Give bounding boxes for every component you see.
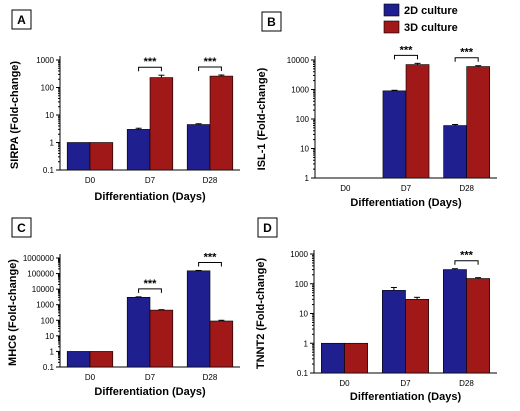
y-tick-label: 1: [305, 174, 310, 183]
y-tick-label: 10: [45, 111, 54, 120]
x-tick-label: D28: [203, 373, 218, 382]
bar-d28-2d: [443, 269, 467, 374]
panel-letter-box: [261, 11, 282, 32]
bar-d0-3d: [89, 142, 114, 171]
significance-bracket: [454, 260, 479, 265]
y-axis-label: SIRPA (Fold-change): [9, 61, 21, 170]
significance-bracket: [198, 261, 222, 267]
x-tick-label: D28: [459, 379, 474, 388]
y-tick-label: 1000: [291, 86, 309, 95]
panel-letter-box: [11, 217, 32, 238]
significance-label: ***: [204, 251, 218, 263]
panel-letter: D: [263, 221, 272, 235]
x-tick-label: D0: [85, 373, 96, 382]
panel-letter-box: [257, 217, 278, 238]
chart-panel-a: A 0.1 1 10 100 1000 D0 D7 *** D28 *** Differentiati…: [9, 9, 240, 203]
x-tick-label: D0: [339, 379, 350, 388]
y-tick-label: 100: [295, 280, 309, 289]
y-tick-label: 100: [296, 115, 310, 124]
legend-label-3d: 3D culture: [404, 22, 458, 34]
chart-panel-d: D 0.1 1 10 100 1000 D0 D7 D28 *** Differentiation …: [255, 217, 497, 403]
significance-label: ***: [204, 56, 218, 68]
bar-d7-2d: [382, 90, 407, 179]
y-tick-label: 1000: [290, 250, 308, 259]
x-tick-label: D7: [145, 176, 156, 185]
x-axis-label: Differentiation (Days): [350, 197, 462, 209]
bar-d28-2d: [186, 124, 211, 171]
bar-d0-2d: [66, 351, 91, 368]
bar-d28-3d: [466, 66, 491, 179]
y-tick-label: 10000: [32, 285, 55, 294]
chart-panels: A 0.1 1 10 100 1000 D0 D7 *** D28 *** Differentiati…: [7, 9, 497, 403]
panel-letter: A: [17, 13, 26, 27]
y-tick-label: 10: [300, 145, 309, 154]
y-tick-label: 0.1: [43, 363, 55, 372]
bar-d0-2d: [66, 142, 91, 171]
y-tick-label: 1: [304, 339, 309, 348]
bar-d0-3d: [344, 342, 368, 374]
significance-label: ***: [144, 56, 158, 68]
significance-label: ***: [144, 278, 158, 290]
bar-d0-2d: [321, 342, 345, 374]
significance-bracket: [138, 288, 162, 293]
y-axis-label: ISL-1 (Fold-change): [256, 67, 268, 170]
panel-letter: C: [17, 221, 26, 235]
significance-label: ***: [400, 44, 414, 56]
legend: 2D culture 3D culture: [383, 3, 458, 34]
y-tick-label: 10: [299, 310, 308, 319]
bar-d28-2d: [186, 270, 211, 368]
significance-label: ***: [460, 250, 474, 262]
y-tick-label: 10: [45, 332, 54, 341]
significance-bracket: [393, 54, 419, 60]
bar-d28-3d: [209, 75, 234, 171]
y-tick-label: 100000: [27, 270, 54, 279]
x-tick-label: D0: [340, 184, 351, 193]
y-tick-label: 1000000: [23, 254, 55, 263]
y-axis-label: MHC6 (Fold-change): [7, 259, 19, 366]
y-tick-label: 1000: [36, 301, 54, 310]
x-tick-label: D7: [401, 184, 412, 193]
x-tick-label: D28: [203, 176, 218, 185]
x-axis-label: Differentiation (Days): [94, 386, 206, 398]
bar-d7-2d: [382, 290, 406, 374]
bar-d28-2d: [443, 125, 467, 179]
significance-bracket: [138, 66, 162, 72]
significance-bracket: [198, 66, 222, 71]
x-tick-label: D7: [145, 373, 156, 382]
y-tick-label: 10000: [287, 56, 310, 65]
y-tick-label: 1: [50, 347, 55, 356]
chart-panel-c: C 0.1 1 10 100 1000 10000 100000 1000000 D0 D7 *** D…: [7, 217, 240, 398]
x-tick-label: D0: [85, 176, 96, 185]
legend-label-2d: 2D culture: [404, 5, 458, 17]
y-tick-label: 1: [50, 139, 55, 148]
panel-letter-box: [11, 9, 32, 30]
y-tick-label: 0.1: [43, 166, 55, 175]
x-tick-label: D28: [459, 184, 474, 193]
y-tick-label: 1000: [36, 56, 54, 65]
bar-d7-3d: [405, 299, 429, 374]
bar-d28-3d: [466, 278, 490, 374]
x-axis-label: Differentiation (Days): [94, 191, 206, 203]
legend-swatch-3d: [383, 20, 400, 34]
significance-label: ***: [460, 47, 474, 59]
chart-panel-b: B 1 10 100 1000 10000 D0 D7 *** D28 *** Differentia…: [256, 11, 497, 209]
y-tick-label: 100: [41, 84, 55, 93]
bar-d7-2d: [126, 296, 151, 368]
bar-d0-3d: [89, 351, 114, 368]
panel-letter: B: [267, 15, 276, 29]
y-tick-label: 0.1: [297, 369, 309, 378]
legend-swatch-2d: [383, 3, 400, 17]
y-axis-label: TNNT2 (Fold-change): [255, 258, 267, 370]
bar-d28-3d: [209, 320, 234, 368]
x-tick-label: D7: [400, 379, 411, 388]
significance-bracket: [454, 57, 479, 62]
x-axis-label: Differentiation (Days): [350, 391, 462, 403]
bar-d7-3d: [405, 64, 430, 179]
bar-d7-3d: [149, 309, 174, 368]
bar-d7-2d: [126, 129, 151, 171]
y-tick-label: 100: [41, 316, 55, 325]
bar-d7-3d: [149, 77, 174, 171]
